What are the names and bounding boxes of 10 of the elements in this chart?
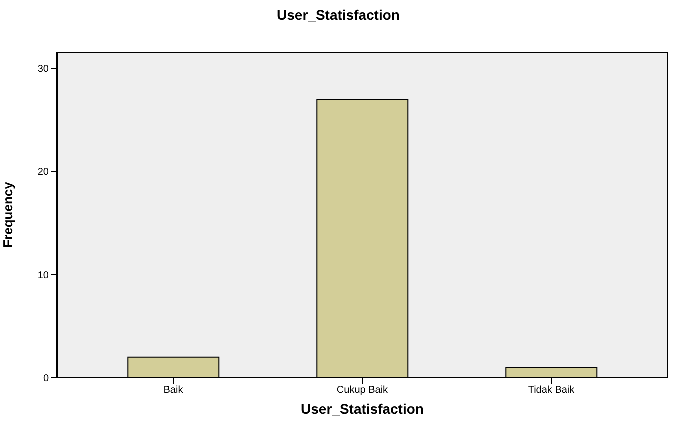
chart-title: User_Statisfaction (276, 6, 401, 25)
y-tick-label: 0 (43, 374, 50, 385)
x-axis-title: User_Statisfaction (301, 401, 424, 417)
x-tick-label: Baik (164, 385, 184, 396)
x-tick-label: Tidak Baik (528, 385, 576, 396)
y-tick-label: 30 (38, 64, 50, 76)
y-tick-label: 10 (38, 270, 50, 282)
x-tick-label: Cukup Baik (336, 385, 390, 396)
y-axis-title: Frequency (0, 181, 16, 248)
y-tick-label: 20 (38, 167, 50, 178)
